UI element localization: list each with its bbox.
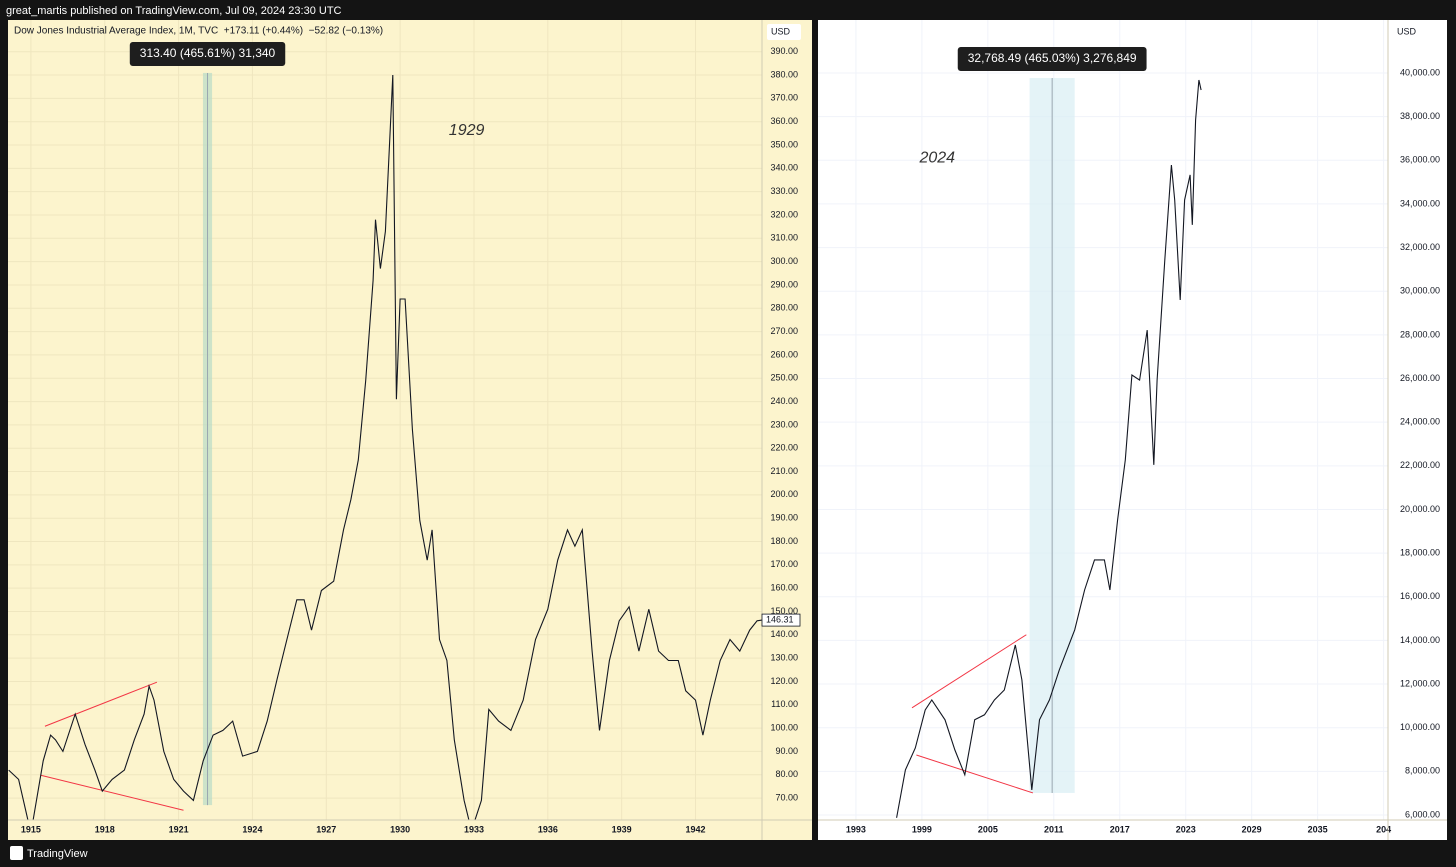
x-tick-label: 2029 — [1242, 824, 1262, 834]
trend-line — [916, 754, 1034, 794]
x-tick-label: 1993 — [846, 824, 866, 834]
measure-box — [957, 47, 1147, 72]
y-tick-label: 16,000.00 — [1400, 591, 1440, 601]
price-line — [896, 79, 1202, 818]
y-tick-label: 380.00 — [770, 69, 798, 79]
y-tick-label: 310.00 — [770, 233, 798, 243]
y-tick-label: 38,000.00 — [1400, 111, 1440, 121]
last-price-box — [761, 613, 801, 627]
y-tick-label: 22,000.00 — [1400, 460, 1440, 470]
y-tick-label: 370.00 — [770, 93, 798, 103]
y-tick-label: 390.00 — [770, 46, 798, 56]
x-tick-label: 2017 — [1110, 824, 1130, 834]
y-tick-label: 320.00 — [770, 209, 798, 219]
y-tick-label: 190.00 — [770, 513, 798, 523]
x-tick-label: 1921 — [169, 824, 189, 834]
x-tick-label: 204 — [1376, 824, 1391, 834]
plot — [818, 20, 1388, 820]
y-tick-label: 18,000.00 — [1400, 547, 1440, 557]
y-tick-label: 120.00 — [770, 676, 798, 686]
panel — [8, 20, 812, 840]
y-tick-label: 6,000.00 — [1405, 809, 1440, 819]
x-tick-label: 1924 — [242, 824, 262, 834]
y-tick-label: 210.00 — [770, 466, 798, 476]
plot — [8, 20, 762, 820]
y-tick-label: 8,000.00 — [1405, 766, 1440, 776]
y-tick-label: 70.00 — [775, 792, 798, 802]
y-tick-label: 270.00 — [770, 326, 798, 336]
x-tick-label: 1918 — [95, 824, 115, 834]
y-tick-label: 150.00 — [770, 606, 798, 616]
x-tick-label: 1939 — [612, 824, 632, 834]
y-tick-label: 200.00 — [770, 489, 798, 499]
last-price: 146.31 — [766, 614, 794, 624]
y-tick-label: 30,000.00 — [1400, 286, 1440, 296]
x-tick-label: 1915 — [21, 824, 41, 834]
currency-box — [767, 24, 801, 40]
x-tick-label: 1927 — [316, 824, 336, 834]
x-tick-label: 2035 — [1308, 824, 1328, 834]
measure-label: 313.40 (465.61%) 31,340 — [140, 46, 276, 60]
y-tick-label: 130.00 — [770, 653, 798, 663]
y-tick-label: 12,000.00 — [1400, 678, 1440, 688]
y-tick-label: 24,000.00 — [1400, 417, 1440, 427]
x-tick-label: 2023 — [1176, 824, 1196, 834]
y-tick-label: 220.00 — [770, 443, 798, 453]
x-tick-label: 1930 — [390, 824, 410, 834]
y-tick-label: 36,000.00 — [1400, 155, 1440, 165]
legend: Dow Jones Industrial Average Index, 1M, … — [14, 26, 383, 37]
y-tick-label: 34,000.00 — [1400, 198, 1440, 208]
y-tick-label: 40,000.00 — [1400, 67, 1440, 77]
brand: TradingView — [27, 848, 88, 860]
y-tick-label: 110.00 — [771, 699, 798, 709]
y-tick-label: 300.00 — [770, 256, 798, 266]
x-tick-label: 2005 — [978, 824, 998, 834]
y-tick-label: 250.00 — [770, 373, 798, 383]
currency: USD — [771, 26, 791, 36]
trend-line — [44, 681, 158, 727]
x-tick-label: 1999 — [912, 824, 932, 834]
x-tick-label: 2011 — [1044, 824, 1064, 834]
y-tick-label: 360.00 — [770, 116, 798, 126]
annotation: 2024 — [918, 149, 955, 166]
y-tick-label: 14,000.00 — [1400, 635, 1440, 645]
x-tick-label: 1936 — [538, 824, 558, 834]
y-tick-label: 140.00 — [770, 629, 798, 639]
y-tick-label: 230.00 — [770, 419, 798, 429]
brand-logo — [10, 846, 23, 860]
y-tick-label: 32,000.00 — [1400, 242, 1440, 252]
panel — [818, 20, 1447, 840]
trend-line — [911, 634, 1027, 709]
y-tick-label: 100.00 — [770, 722, 798, 732]
x-tick-label: 1942 — [686, 824, 706, 834]
publisher: great_martis published on TradingView.co… — [6, 5, 342, 17]
y-tick-label: 26,000.00 — [1400, 373, 1440, 383]
currency-box — [1393, 24, 1427, 40]
y-tick-label: 260.00 — [770, 349, 798, 359]
y-tick-label: 340.00 — [770, 163, 798, 173]
measure-label: 32,768.49 (465.03%) 3,276,849 — [968, 51, 1137, 65]
annotation: 1929 — [449, 122, 485, 139]
currency: USD — [1397, 26, 1417, 36]
y-tick-label: 240.00 — [770, 396, 798, 406]
y-tick-label: 10,000.00 — [1400, 722, 1440, 732]
y-tick-label: 80.00 — [775, 769, 798, 779]
x-tick-label: 1933 — [464, 824, 484, 834]
measure-box — [129, 41, 286, 66]
y-tick-label: 28,000.00 — [1400, 329, 1440, 339]
y-tick-label: 290.00 — [770, 279, 798, 289]
price-line — [8, 74, 762, 820]
y-tick-label: 90.00 — [775, 746, 798, 756]
y-tick-label: 280.00 — [770, 303, 798, 313]
trend-line — [40, 774, 184, 811]
y-tick-label: 350.00 — [770, 139, 798, 149]
y-tick-label: 20,000.00 — [1400, 504, 1440, 514]
y-tick-label: 170.00 — [770, 559, 798, 569]
y-tick-label: 160.00 — [770, 583, 798, 593]
y-tick-label: 180.00 — [770, 536, 798, 546]
y-tick-label: 330.00 — [770, 186, 798, 196]
